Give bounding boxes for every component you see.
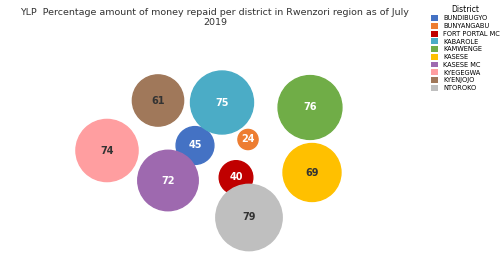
Text: 72: 72 [161, 176, 175, 185]
Legend: BUNDIBUGYO, BUNYANGABU, FORT PORTAL MC, KABAROLE, KAMWENGE, KASESE, KASESE MC, K: BUNDIBUGYO, BUNYANGABU, FORT PORTAL MC, … [430, 3, 500, 92]
Text: 69: 69 [305, 167, 319, 178]
Text: 45: 45 [188, 140, 202, 151]
Circle shape [219, 161, 253, 194]
Text: YLP  Percentage amount of money repaid per district in Rwenzori region as of Jul: YLP Percentage amount of money repaid pe… [20, 8, 409, 27]
Text: 74: 74 [100, 146, 114, 155]
Circle shape [238, 129, 258, 149]
Text: 75: 75 [215, 98, 229, 107]
Circle shape [216, 184, 282, 251]
Circle shape [190, 71, 254, 134]
Text: 76: 76 [303, 102, 317, 113]
Text: 61: 61 [151, 95, 165, 106]
Circle shape [76, 119, 138, 181]
Circle shape [278, 76, 342, 139]
Circle shape [132, 75, 184, 126]
Circle shape [176, 127, 214, 164]
Text: 79: 79 [242, 212, 256, 223]
Text: 24: 24 [241, 134, 255, 145]
Circle shape [283, 144, 341, 202]
Circle shape [138, 150, 198, 211]
Text: 40: 40 [229, 172, 243, 183]
